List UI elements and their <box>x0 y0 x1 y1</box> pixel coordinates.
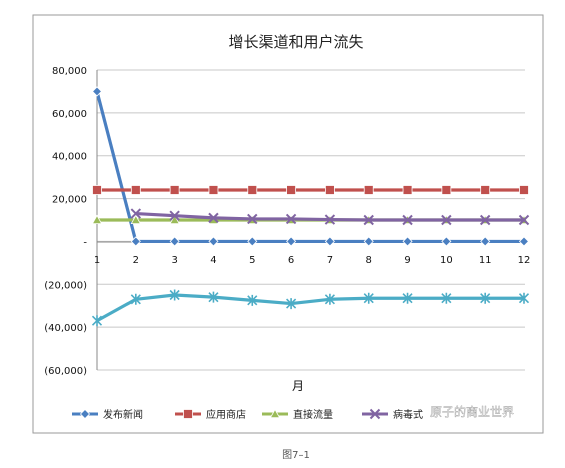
x-tick-label: 1 <box>94 255 100 266</box>
legend-marker-0 <box>79 408 91 420</box>
data-point-1 <box>169 185 180 195</box>
series-line-0 <box>95 91 524 244</box>
legend-label: 发布新闻 <box>103 408 143 421</box>
legend-label: 应用商店 <box>206 408 246 421</box>
y-tick-label: (20,000) <box>44 280 87 291</box>
data-point-3 <box>247 213 258 225</box>
data-point-4 <box>518 292 530 304</box>
data-point-0 <box>169 236 180 247</box>
x-tick-label: 4 <box>210 255 216 266</box>
data-point-0 <box>247 236 258 247</box>
x-tick-label: 2 <box>133 255 139 266</box>
data-point-4 <box>324 293 335 305</box>
legend: 发布新闻 应用商店 直接流量 病毒式 <box>72 408 423 421</box>
y-tick-labels: 80,000 60,000 40,000 20,000 - (20,000) (40,000… <box>44 66 87 377</box>
data-point-3 <box>441 214 452 226</box>
data-point-1 <box>208 185 219 195</box>
data-point-3 <box>285 213 297 225</box>
data-point-1 <box>130 185 141 195</box>
x-tick-label: 9 <box>404 255 410 266</box>
legend-marker-1 <box>183 409 193 419</box>
x-tick-label: 11 <box>479 255 492 266</box>
data-point-4 <box>247 294 258 306</box>
data-point-3 <box>518 214 530 226</box>
data-point-2 <box>130 214 141 225</box>
data-point-0 <box>130 236 141 247</box>
x-tick-label: 7 <box>327 255 333 266</box>
y-tick-label: 80,000 <box>52 66 87 77</box>
x-tick-label: 8 <box>366 255 372 266</box>
legend-marker-2 <box>269 408 281 419</box>
data-point-4 <box>480 292 491 304</box>
x-axis-label: 月 <box>292 379 304 393</box>
data-point-3 <box>479 214 491 226</box>
data-point-2 <box>169 214 180 225</box>
legend-marker-3 <box>369 408 381 420</box>
data-point-1 <box>325 185 335 195</box>
series-layer <box>91 86 530 327</box>
data-point-1 <box>402 185 413 195</box>
legend-label: 直接流量 <box>293 408 333 421</box>
x-tick-label: 6 <box>288 255 294 266</box>
data-point-4 <box>91 315 103 327</box>
data-point-1 <box>363 185 374 195</box>
series-line-4 <box>96 293 524 323</box>
y-tick-label: 60,000 <box>52 109 87 120</box>
data-point-1 <box>92 185 102 195</box>
x-tick-label: 12 <box>518 255 531 266</box>
data-point-1 <box>519 185 529 195</box>
data-point-4 <box>169 289 180 301</box>
data-point-0 <box>480 236 491 247</box>
data-point-1 <box>480 185 491 195</box>
data-point-0 <box>441 236 452 247</box>
data-point-4 <box>363 292 374 304</box>
data-point-4 <box>402 292 413 304</box>
y-tick-label: (40,000) <box>44 323 87 334</box>
data-point-0 <box>363 236 374 247</box>
data-point-0 <box>402 236 413 247</box>
x-tick-label: 3 <box>171 255 177 266</box>
data-point-3 <box>363 214 374 226</box>
data-point-4 <box>130 293 141 305</box>
data-point-0 <box>208 236 219 247</box>
y-tick-label: - <box>83 237 87 248</box>
data-point-4 <box>286 298 297 310</box>
legend-label: 病毒式 <box>393 408 423 421</box>
watermark: 原子的商业世界 <box>430 404 514 419</box>
x-tick-label: 5 <box>249 255 255 266</box>
data-point-3 <box>130 208 142 219</box>
data-point-1 <box>286 185 296 195</box>
data-point-3 <box>324 214 336 225</box>
x-tick-labels: 1 2 3 4 5 6 7 8 9 10 11 12 <box>94 255 531 266</box>
data-point-4 <box>208 291 219 303</box>
data-point-3 <box>402 214 413 226</box>
data-point-4 <box>441 292 452 304</box>
data-point-0 <box>286 236 297 247</box>
data-point-0 <box>324 236 335 247</box>
x-tick-label: 10 <box>440 255 453 266</box>
data-point-0 <box>91 86 103 97</box>
chart-title: 增长渠道和用户流失 <box>228 33 363 51</box>
y-tick-label: (60,000) <box>44 366 87 377</box>
figure-caption: 图7–1 <box>282 449 310 461</box>
data-point-2 <box>91 214 103 225</box>
data-point-0 <box>518 236 530 247</box>
data-point-1 <box>247 185 258 195</box>
y-tick-label: 20,000 <box>52 195 87 206</box>
data-point-3 <box>208 212 219 224</box>
data-point-1 <box>441 185 452 195</box>
data-point-3 <box>169 210 180 221</box>
y-tick-label: 40,000 <box>52 152 87 163</box>
